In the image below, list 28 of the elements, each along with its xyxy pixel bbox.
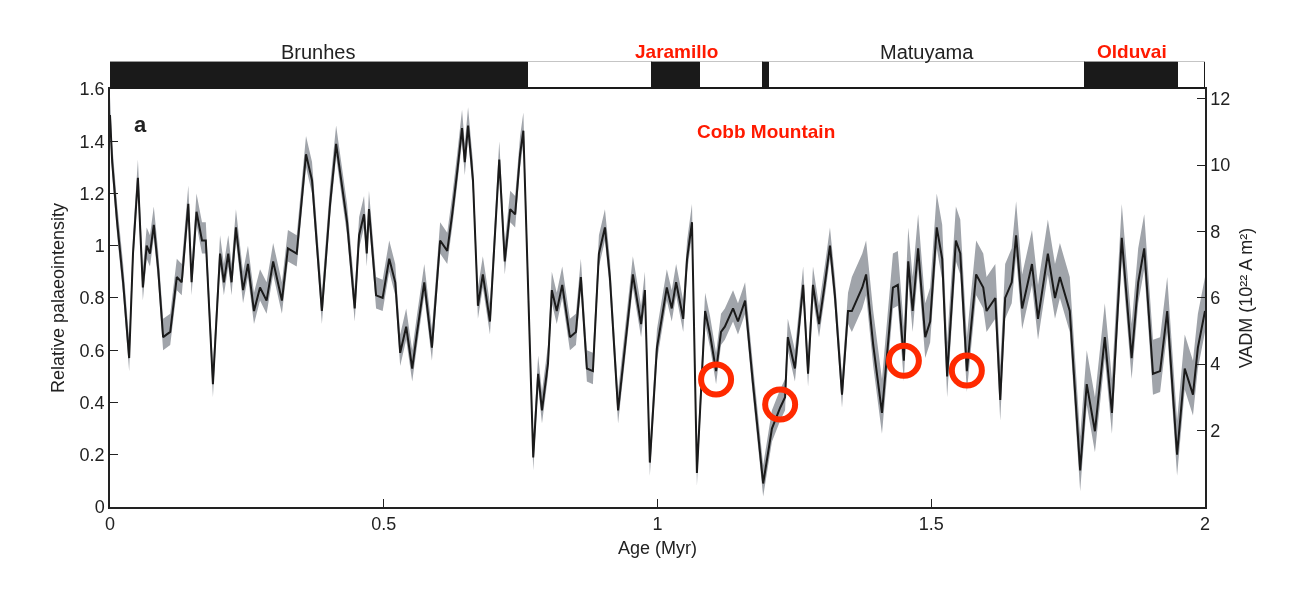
x-axis-title: Age (Myr): [617, 537, 698, 558]
y-axis-title: Relative palaeointensity: [48, 202, 69, 394]
y-tick-label: 1: [94, 236, 105, 257]
y2-tick-label: 12: [1210, 89, 1231, 110]
x-tick-label: 1: [652, 514, 663, 535]
y2-axis-title: VADM (10²² A m²): [1235, 227, 1256, 369]
series-label: Jaramillo: [635, 41, 719, 62]
y2-tick-label: 4: [1210, 354, 1221, 375]
y2-tick-label: 2: [1210, 420, 1221, 441]
y-tick-label: 1.4: [79, 131, 105, 152]
series-label: Brunhes: [281, 41, 356, 63]
x-tick-label: 2: [1199, 514, 1211, 535]
annotation: Matuyama: [880, 41, 975, 63]
y2-tick-label: 8: [1210, 221, 1221, 242]
x-tick-label: 0.5: [371, 514, 397, 535]
y-tick-label: 0.8: [79, 288, 105, 309]
y2-tick-label: 10: [1210, 155, 1231, 176]
y-tick-label: 1.2: [79, 183, 105, 204]
y-tick-label: 0.2: [79, 445, 105, 466]
y-tick-label: 1.6: [79, 79, 105, 100]
y-tick-label: 0.4: [79, 392, 105, 413]
series-label: Olduvai: [1097, 41, 1167, 62]
annotation: Cobb Mountain: [697, 121, 836, 142]
x-tick-label: 1.5: [918, 514, 944, 535]
y2-tick-label: 6: [1210, 288, 1221, 309]
y-tick-label: 0.6: [79, 340, 105, 361]
annotation: a: [134, 112, 147, 137]
y-tick-label: 0: [94, 497, 105, 518]
